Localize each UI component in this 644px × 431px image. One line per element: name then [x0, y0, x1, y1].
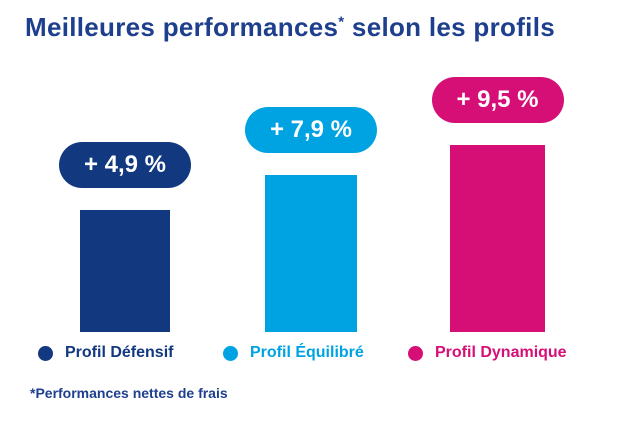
- value-badge-dynamique: + 9,5 %: [431, 77, 564, 123]
- bar-group-equilibre: + 7,9 %: [245, 107, 377, 332]
- legend-label-dynamique: Profil Dynamique: [435, 344, 567, 361]
- value-badge-defensif: + 4,9 %: [59, 142, 191, 188]
- bar-chart: + 4,9 % + 7,9 % + 9,5 %: [0, 65, 644, 332]
- page-title-post: selon les profils: [344, 12, 555, 42]
- bar-group-dynamique: + 9,5 %: [431, 77, 564, 332]
- legend-label-equilibre: Profil Équilibré: [250, 344, 364, 361]
- legend-item-defensif: Profil Défensif: [38, 344, 223, 362]
- value-badge-equilibre: + 7,9 %: [245, 107, 377, 153]
- legend-dot-defensif: [38, 345, 53, 361]
- legend-item-equilibre: Profil Équilibré: [223, 344, 408, 362]
- bar-group-defensif: + 4,9 %: [59, 142, 191, 332]
- bar-defensif: [80, 210, 170, 332]
- bar-equilibre: [265, 175, 357, 332]
- legend-item-dynamique: Profil Dynamique: [408, 344, 593, 362]
- bar-dynamique: [450, 145, 545, 332]
- page-title-pre: Meilleures performances: [25, 12, 339, 42]
- legend-dot-equilibre: [223, 345, 238, 361]
- legend-dot-dynamique: [408, 345, 423, 361]
- legend: Profil Défensif Profil Équilibré Profil …: [38, 344, 593, 362]
- page-title-asterisk: *: [338, 13, 345, 31]
- footnote: *Performances nettes de frais: [30, 385, 228, 401]
- legend-label-defensif: Profil Défensif: [65, 344, 174, 361]
- page-title: Meilleures performances* selon les profi…: [25, 12, 555, 43]
